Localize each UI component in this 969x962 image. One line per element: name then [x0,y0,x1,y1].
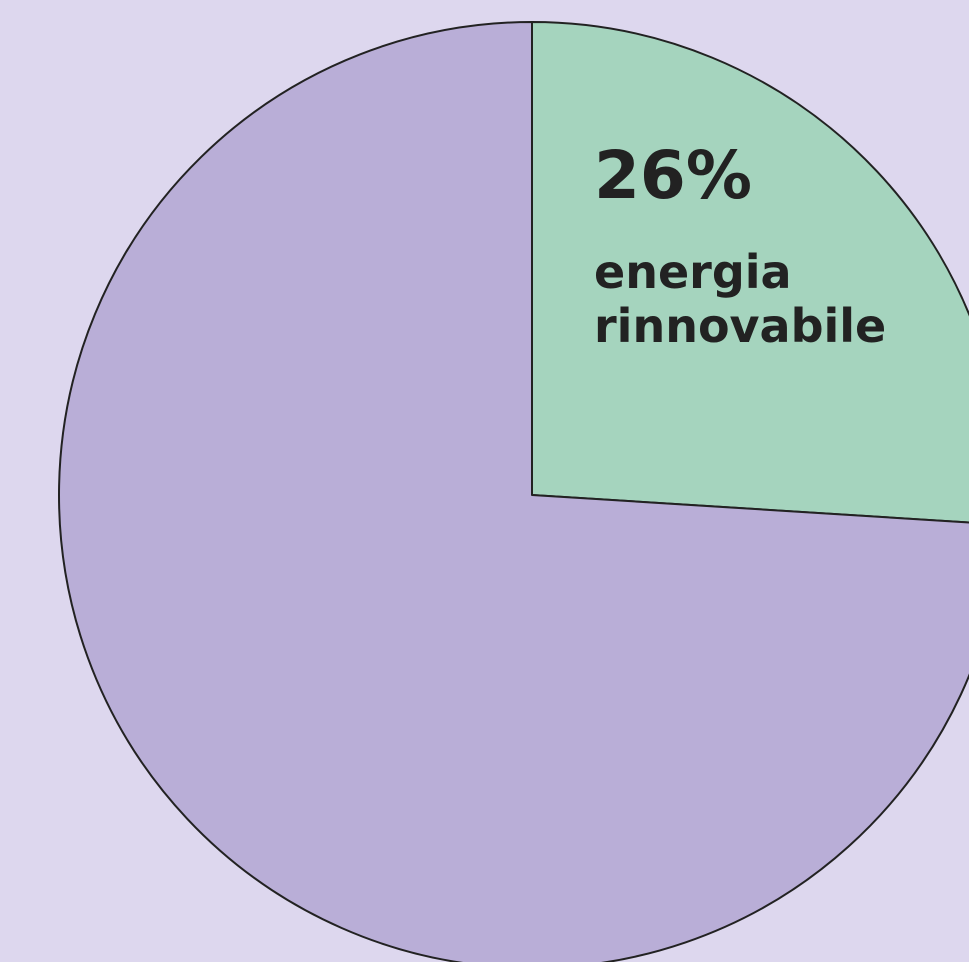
pie-slices [58,21,969,962]
renewable-label-line-1: energia [594,245,792,299]
renewable-percent-label: 26% [594,137,752,214]
renewable-label-line-2: rinnovabile [594,299,886,353]
pie-labels: 26% energia rinnovabile [594,137,886,353]
pie-slice-renewable [531,21,969,524]
pie-slice-other [58,21,969,962]
